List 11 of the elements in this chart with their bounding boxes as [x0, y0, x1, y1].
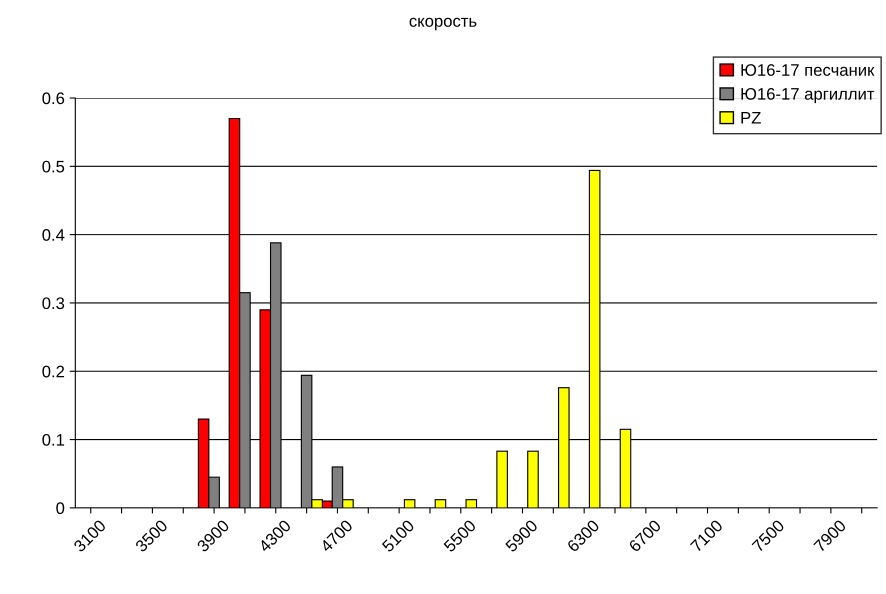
legend-label: Ю16-17 аргиллит	[741, 88, 874, 104]
legend-label: Ю16-17 песчаник	[741, 64, 874, 76]
y-tick-label: 0.6	[42, 92, 64, 104]
y-tick-label: 0.1	[42, 434, 64, 446]
y-tick-label: 0	[56, 502, 64, 514]
y-tick-label: 0.3	[42, 297, 64, 310]
y-tick-label: 0.5	[42, 160, 64, 173]
y-tick-label: 0.2	[42, 366, 64, 378]
legend-label: PZ	[741, 112, 761, 124]
chart-title: скорость	[410, 18, 476, 30]
y-tick-label: 0.4	[42, 229, 64, 241]
